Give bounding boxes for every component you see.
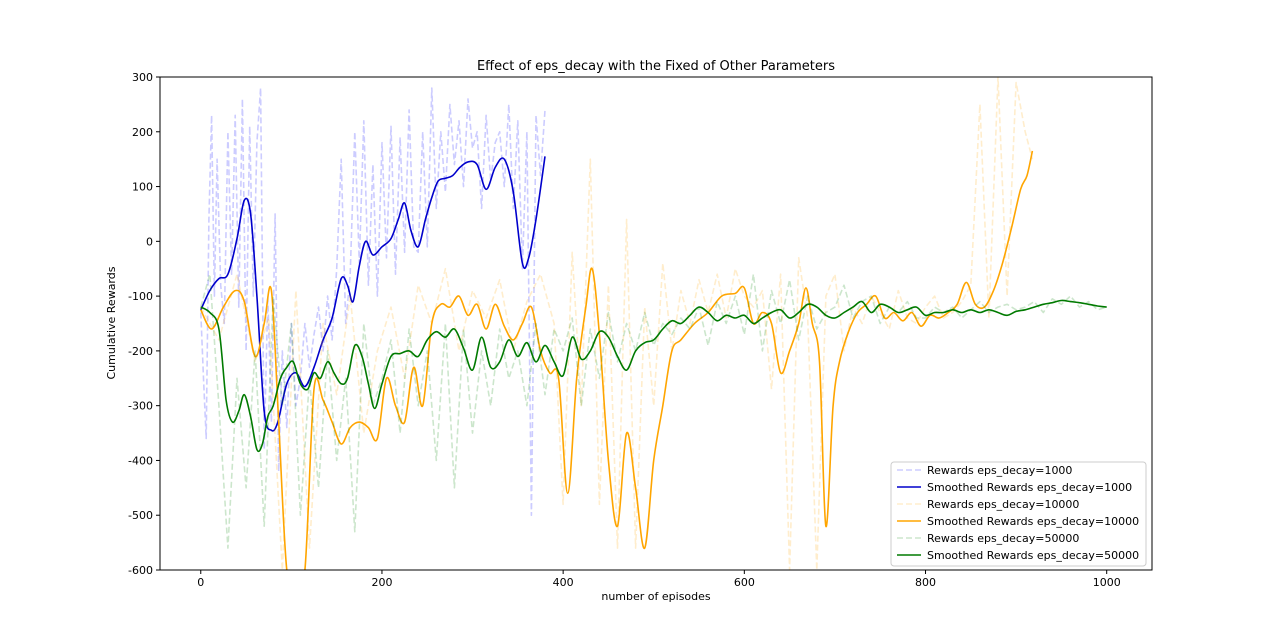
series-line-2: [200, 77, 1034, 570]
legend-entry: Rewards eps_decay=10000: [927, 498, 1079, 511]
series-layer: [200, 77, 1107, 570]
y-axis-label: Cumulative Rewards: [105, 266, 118, 379]
x-tick-label: 1000: [1093, 576, 1121, 589]
x-axis-label: number of episodes: [601, 590, 711, 603]
x-tick-label: 800: [915, 576, 936, 589]
y-tick-label: -200: [128, 345, 153, 358]
y-tick-label: 0: [146, 235, 153, 248]
y-tick-label: -300: [128, 400, 153, 413]
series-line-3: [200, 150, 1034, 570]
plot-frame: [159, 76, 1153, 571]
y-tick-label: 300: [132, 71, 153, 84]
series-line-5: [200, 299, 1107, 453]
y-tick-label: -500: [128, 509, 153, 522]
legend-entry: Smoothed Rewards eps_decay=10000: [927, 515, 1139, 528]
x-tick-label: 0: [197, 576, 204, 589]
legend-entry: Rewards eps_decay=50000: [927, 532, 1079, 545]
legend-box: [890, 461, 1147, 567]
legend-entry: Smoothed Rewards eps_decay=50000: [927, 549, 1139, 562]
y-tick-label: 200: [132, 126, 153, 139]
y-axis: -600 -500 -400 -300 -200 -100 0 100 200 300: [128, 71, 160, 577]
y-tick-label: -600: [128, 564, 153, 577]
x-axis: 0 200 400 600 800 1000: [197, 570, 1121, 589]
chart-title: Effect of eps_decay with the Fixed of Ot…: [477, 59, 835, 74]
x-tick-label: 200: [371, 576, 392, 589]
legend-entry: Rewards eps_decay=1000: [927, 464, 1072, 477]
y-tick-label: 100: [132, 181, 153, 194]
y-tick-label: -100: [128, 290, 153, 303]
x-tick-label: 400: [553, 576, 574, 589]
series-line-1: [200, 156, 546, 432]
x-tick-label: 600: [734, 576, 755, 589]
legend: Rewards eps_decay=1000 Smoothed Rewards e…: [890, 461, 1147, 567]
legend-entry: Smoothed Rewards eps_decay=1000: [927, 481, 1132, 494]
y-tick-label: -400: [128, 454, 153, 467]
